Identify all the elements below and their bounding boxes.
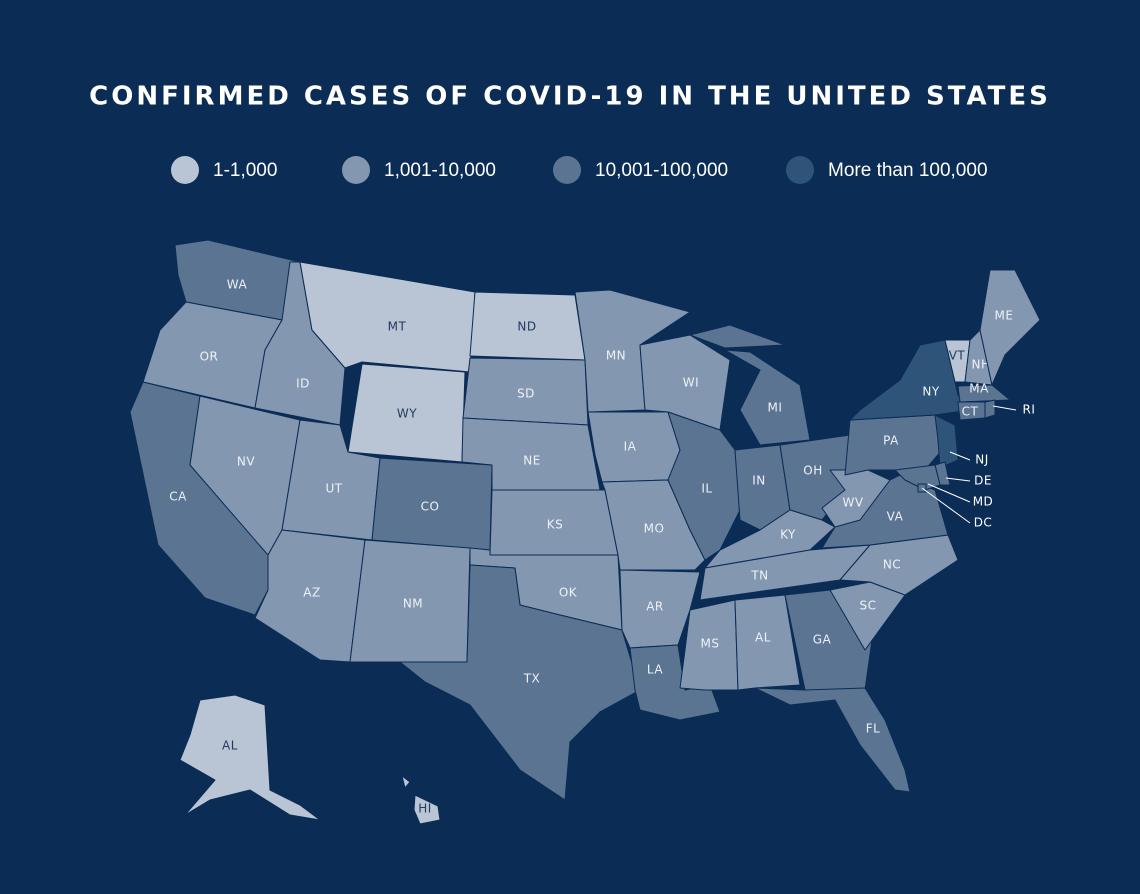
state-label: ID bbox=[296, 377, 310, 391]
state-label: DC bbox=[974, 516, 993, 530]
state-shape bbox=[399, 564, 641, 801]
state-shape bbox=[734, 594, 801, 691]
state-shape bbox=[934, 414, 959, 469]
state-shape bbox=[179, 694, 321, 821]
legend-swatch bbox=[553, 156, 581, 184]
state-label: IN bbox=[752, 474, 766, 488]
state-shape bbox=[754, 687, 911, 793]
state-label: UT bbox=[325, 482, 342, 496]
map-title: CONFIRMED CASES OF COVID-19 IN THE UNITE… bbox=[89, 82, 1051, 112]
state-shape bbox=[984, 399, 996, 419]
state-label: NM bbox=[403, 597, 423, 611]
state-label: NJ bbox=[975, 453, 989, 467]
state-shape bbox=[689, 324, 811, 446]
state-label: PA bbox=[883, 434, 899, 448]
state-label: OK bbox=[559, 586, 578, 600]
state-label: AL bbox=[755, 631, 771, 645]
state-shape bbox=[957, 384, 1011, 403]
state-label: GA bbox=[813, 633, 832, 647]
state-label: MN bbox=[606, 349, 626, 363]
state-label: MA bbox=[969, 382, 989, 396]
state-label: MT bbox=[388, 320, 407, 334]
state-shape bbox=[894, 464, 941, 491]
state-shape bbox=[667, 411, 741, 561]
leader-line bbox=[921, 487, 971, 524]
state-label: WY bbox=[397, 407, 417, 421]
state-label: NE bbox=[523, 454, 541, 468]
legend-label: More than 100,000 bbox=[828, 160, 988, 181]
state-label: NC bbox=[883, 558, 901, 572]
state-label: HI bbox=[418, 802, 432, 816]
state-label: VA bbox=[887, 510, 904, 524]
state-label: NY bbox=[922, 385, 939, 399]
state-label: LA bbox=[647, 663, 663, 677]
state-label: DE bbox=[974, 474, 992, 488]
leader-line bbox=[992, 405, 1017, 411]
state-label: CT bbox=[962, 405, 979, 419]
state-label: ME bbox=[995, 309, 1014, 323]
leader-line bbox=[945, 477, 971, 482]
state-label: FL bbox=[866, 722, 881, 736]
state-label: AL bbox=[222, 739, 238, 753]
leader-line bbox=[949, 451, 971, 461]
state-label: WA bbox=[227, 278, 248, 292]
state-label: KS bbox=[547, 518, 564, 532]
state-label: RI bbox=[1023, 403, 1036, 417]
state-label: TX bbox=[523, 672, 541, 686]
state-label: MS bbox=[701, 637, 720, 651]
legend-label: 10,001-100,000 bbox=[595, 160, 728, 181]
state-label: IL bbox=[701, 482, 712, 496]
state-label: WV bbox=[842, 496, 863, 510]
state-label: TN bbox=[750, 569, 768, 583]
state-label: NH bbox=[972, 358, 991, 372]
state-label: NV bbox=[237, 455, 255, 469]
state-label: VT bbox=[949, 349, 966, 363]
state-label: OR bbox=[200, 350, 219, 364]
legend-swatch bbox=[342, 156, 370, 184]
legend-swatch bbox=[786, 156, 814, 184]
state-shape bbox=[849, 339, 971, 421]
state-label: KY bbox=[780, 528, 796, 542]
state-label: SC bbox=[860, 599, 877, 613]
state-label: MO bbox=[644, 522, 665, 536]
state-label: MD bbox=[973, 495, 994, 509]
state-label: MI bbox=[768, 401, 783, 415]
state-shape bbox=[401, 775, 441, 825]
state-label: CO bbox=[421, 500, 440, 514]
leader-line bbox=[927, 483, 971, 503]
state-label: AR bbox=[646, 600, 664, 614]
state-label: SD bbox=[517, 387, 535, 401]
state-label: CA bbox=[169, 490, 187, 504]
state-shape bbox=[821, 469, 891, 528]
state-label: AZ bbox=[303, 586, 320, 600]
legend-swatch bbox=[171, 156, 199, 184]
state-label: ND bbox=[517, 320, 536, 334]
legend-label: 1,001-10,000 bbox=[384, 160, 496, 181]
state-label: OH bbox=[803, 464, 822, 478]
state-shape bbox=[629, 644, 721, 721]
state-label: WI bbox=[683, 376, 699, 390]
legend-label: 1-1,000 bbox=[213, 160, 277, 181]
state-label: IA bbox=[624, 440, 637, 454]
